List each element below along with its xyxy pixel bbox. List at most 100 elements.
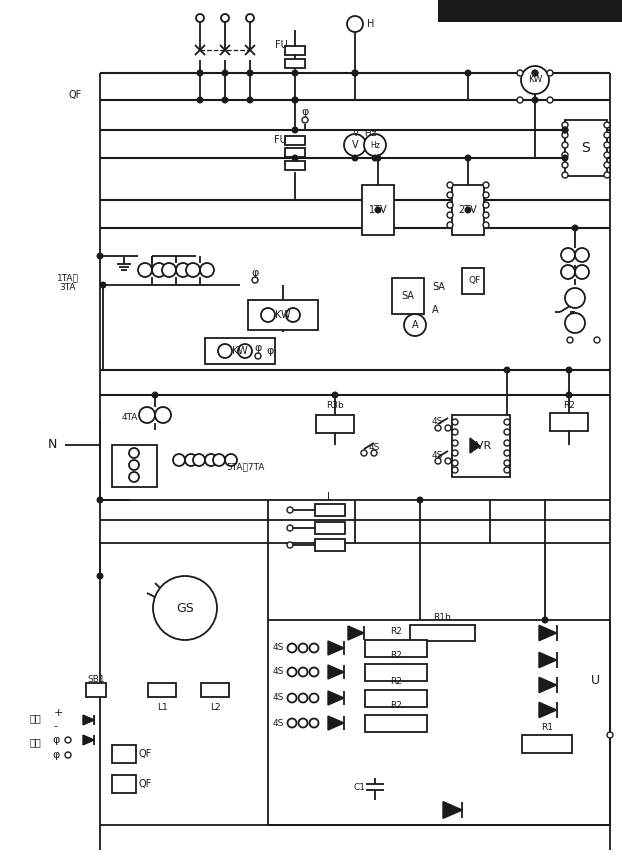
Circle shape	[221, 14, 229, 22]
Text: R2: R2	[390, 701, 402, 710]
Circle shape	[138, 263, 152, 277]
Bar	[365, 640, 427, 657]
Circle shape	[452, 419, 458, 425]
Circle shape	[447, 202, 453, 208]
Circle shape	[483, 192, 489, 198]
Text: Hz: Hz	[370, 140, 380, 149]
Circle shape	[572, 225, 578, 231]
Circle shape	[504, 460, 510, 466]
Circle shape	[173, 454, 185, 466]
Circle shape	[247, 97, 253, 103]
Text: φ: φ	[52, 735, 60, 745]
Text: L: L	[327, 492, 333, 502]
Circle shape	[594, 337, 600, 343]
Circle shape	[222, 97, 228, 103]
Circle shape	[352, 70, 358, 75]
Text: 1TA～: 1TA～	[57, 273, 79, 283]
Circle shape	[504, 429, 510, 435]
Circle shape	[604, 152, 610, 158]
Circle shape	[197, 70, 203, 75]
Text: L1: L1	[157, 702, 167, 712]
Circle shape	[364, 134, 386, 156]
Circle shape	[162, 263, 176, 277]
Text: 2TV: 2TV	[458, 205, 477, 215]
Circle shape	[332, 392, 338, 398]
Text: 1TV: 1TV	[369, 205, 388, 215]
Bar	[112, 445, 157, 487]
Circle shape	[566, 368, 572, 373]
Text: φ: φ	[301, 107, 309, 117]
Circle shape	[562, 132, 568, 138]
Bar	[550, 413, 588, 431]
Text: 4TA: 4TA	[122, 414, 138, 422]
Circle shape	[504, 419, 510, 425]
Text: C1: C1	[353, 783, 365, 792]
Text: R2: R2	[390, 627, 402, 636]
Polygon shape	[539, 677, 557, 693]
Polygon shape	[470, 438, 480, 453]
Circle shape	[255, 353, 261, 359]
Circle shape	[452, 429, 458, 435]
Circle shape	[176, 263, 190, 277]
Circle shape	[310, 719, 318, 727]
Bar	[205, 338, 275, 364]
Circle shape	[483, 212, 489, 218]
Bar	[285, 161, 305, 170]
Circle shape	[193, 454, 205, 466]
Circle shape	[562, 142, 568, 148]
Bar	[285, 59, 305, 68]
Text: 4S: 4S	[368, 444, 379, 453]
Circle shape	[352, 70, 358, 75]
Circle shape	[532, 70, 538, 75]
Polygon shape	[83, 715, 94, 725]
Circle shape	[465, 70, 471, 75]
Circle shape	[205, 454, 217, 466]
Circle shape	[344, 134, 366, 156]
Polygon shape	[348, 626, 364, 640]
Circle shape	[292, 97, 298, 103]
Text: R2: R2	[390, 676, 402, 686]
Circle shape	[504, 440, 510, 446]
Circle shape	[287, 719, 297, 727]
Circle shape	[246, 14, 254, 22]
Text: QF: QF	[138, 749, 152, 759]
Polygon shape	[328, 641, 344, 655]
Text: SA: SA	[432, 282, 445, 292]
Circle shape	[532, 70, 538, 75]
Bar	[315, 539, 345, 551]
Circle shape	[352, 155, 358, 160]
Bar	[392, 278, 424, 314]
Circle shape	[452, 467, 458, 473]
Circle shape	[445, 458, 451, 464]
Circle shape	[504, 467, 510, 473]
Circle shape	[561, 265, 575, 279]
Circle shape	[299, 643, 307, 653]
Bar	[316, 415, 354, 433]
Text: KW: KW	[528, 75, 542, 84]
Circle shape	[517, 70, 523, 76]
Bar	[285, 136, 305, 145]
Circle shape	[129, 472, 139, 482]
Polygon shape	[539, 652, 557, 668]
Circle shape	[247, 70, 253, 75]
Bar	[365, 664, 427, 681]
Circle shape	[561, 248, 575, 262]
Text: R2: R2	[390, 650, 402, 660]
Text: 5TA～7TA: 5TA～7TA	[226, 462, 264, 472]
Text: 4S: 4S	[272, 694, 284, 702]
Circle shape	[562, 155, 568, 160]
Circle shape	[310, 694, 318, 702]
Polygon shape	[443, 802, 462, 818]
Circle shape	[562, 127, 568, 133]
Text: A: A	[412, 320, 419, 330]
Circle shape	[65, 737, 71, 743]
Bar	[315, 522, 345, 534]
Circle shape	[225, 454, 237, 466]
Text: 来源: 来源	[485, 851, 495, 861]
Text: QF: QF	[138, 779, 152, 789]
Bar	[315, 504, 345, 516]
Circle shape	[404, 314, 426, 336]
Polygon shape	[328, 716, 344, 730]
Circle shape	[153, 576, 217, 640]
Circle shape	[567, 337, 573, 343]
